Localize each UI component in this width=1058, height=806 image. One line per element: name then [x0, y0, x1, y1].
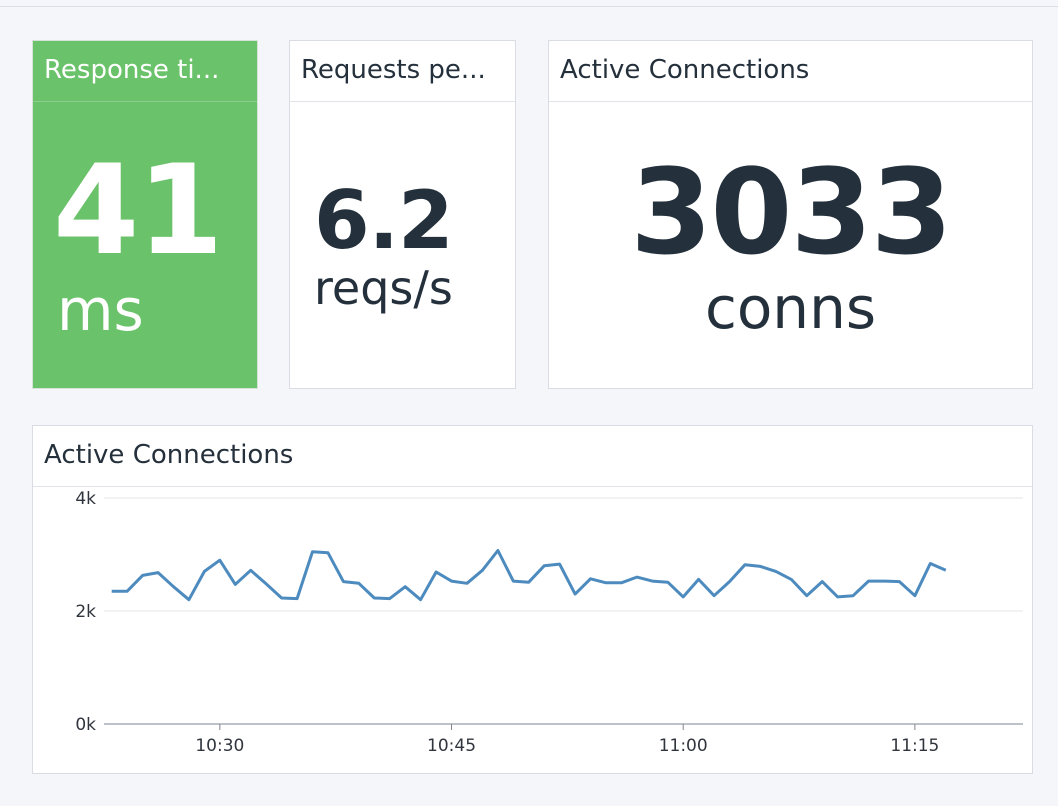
response-time-panel[interactable]: Response ti... 41 ms — [32, 40, 258, 389]
response-time-unit: ms — [57, 276, 144, 344]
panel-title: Active Connections — [33, 426, 1032, 487]
y-tick-label: 0k — [75, 715, 96, 735]
series-line — [111, 549, 947, 602]
x-tick-label: 10:45 — [427, 736, 476, 756]
y-tick-label: 2k — [75, 602, 96, 622]
panel-title: Active Connections — [549, 41, 1032, 102]
requests-unit: reqs/s — [314, 261, 453, 315]
active-connections-value: 3033 — [630, 143, 952, 281]
line-chart: 0k 2k 4k 10:30 10:45 11:00 11:15 — [75, 489, 1023, 756]
active-connections-unit: conns — [704, 274, 877, 342]
top-divider — [0, 6, 1058, 7]
requests-per-second-panel[interactable]: Requests pe... 6.2 reqs/s — [289, 40, 516, 389]
active-connections-panel[interactable]: Active Connections 3033 conns — [548, 40, 1033, 389]
response-time-value: 41 — [53, 139, 224, 283]
panel-title: Requests pe... — [290, 41, 515, 102]
x-tick-label: 11:00 — [659, 736, 708, 756]
x-tick-label: 11:15 — [890, 736, 939, 756]
active-connections-graph-panel[interactable]: Active Connections 0k 2k 4k 10:30 10:45 11:00… — [32, 425, 1033, 774]
x-tick-label: 10:30 — [195, 736, 244, 756]
requests-value: 6.2 — [314, 174, 454, 267]
y-tick-label: 4k — [75, 489, 96, 509]
panel-title: Response ti... — [33, 41, 257, 102]
